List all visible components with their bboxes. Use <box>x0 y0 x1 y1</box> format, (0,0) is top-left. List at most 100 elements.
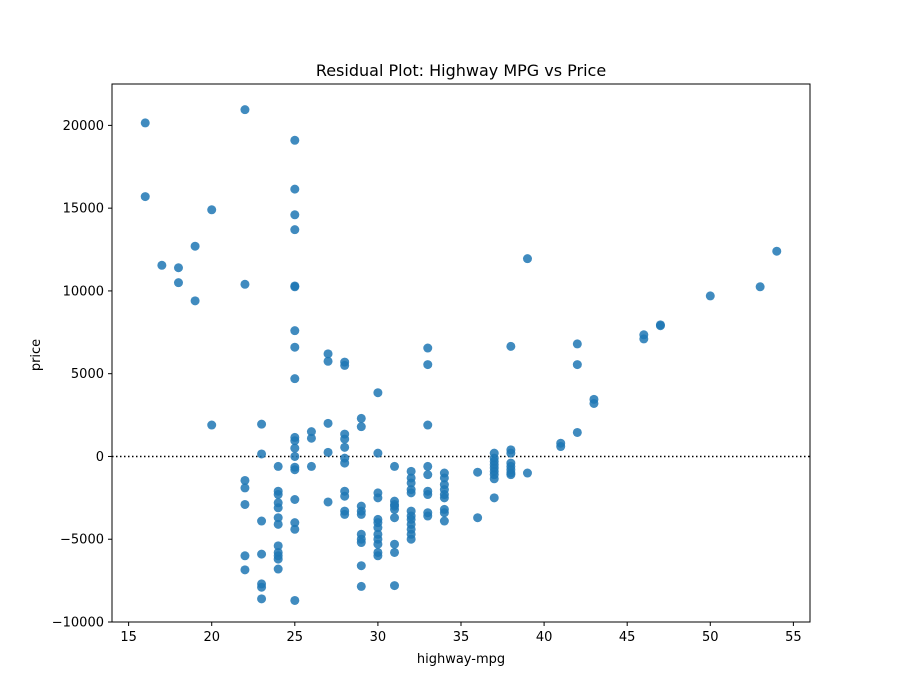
data-point <box>373 523 383 533</box>
x-tick-label: 45 <box>619 630 636 645</box>
data-point <box>173 278 183 288</box>
y-tick-label: −10000 <box>52 616 104 631</box>
data-point <box>240 105 250 115</box>
data-point <box>273 461 283 471</box>
data-point <box>423 360 433 370</box>
y-tick-label: 20000 <box>63 119 104 134</box>
data-point <box>190 241 200 251</box>
data-point <box>273 541 283 551</box>
data-point <box>373 551 383 561</box>
data-point <box>290 225 300 235</box>
data-point <box>273 519 283 529</box>
data-point <box>257 419 267 429</box>
data-point <box>506 470 516 480</box>
data-point <box>273 564 283 574</box>
data-point <box>755 282 765 292</box>
data-point <box>423 461 433 471</box>
data-point <box>390 504 400 514</box>
data-point <box>489 474 499 484</box>
x-tick-label: 55 <box>785 630 802 645</box>
data-point <box>290 326 300 336</box>
data-point <box>306 433 316 443</box>
data-point <box>572 360 582 370</box>
data-point <box>290 465 300 475</box>
data-point <box>273 513 283 523</box>
data-point <box>340 509 350 519</box>
data-point <box>306 427 316 437</box>
data-point <box>340 491 350 501</box>
data-point <box>473 467 483 477</box>
data-point <box>423 511 433 521</box>
data-point <box>772 246 782 256</box>
data-point <box>390 581 400 591</box>
data-point <box>406 534 416 544</box>
data-point <box>273 490 283 500</box>
data-point <box>323 356 333 366</box>
data-point <box>356 509 366 519</box>
data-point <box>340 442 350 452</box>
data-point <box>240 499 250 509</box>
data-point <box>257 582 267 592</box>
data-point <box>356 538 366 548</box>
data-point <box>423 420 433 430</box>
data-point <box>390 539 400 549</box>
x-tick-label: 50 <box>702 630 719 645</box>
data-point <box>290 282 300 292</box>
data-point <box>140 118 150 128</box>
data-point <box>439 473 449 483</box>
plot-area <box>111 83 811 623</box>
data-point <box>290 495 300 504</box>
data-point <box>240 565 250 575</box>
data-point <box>240 551 250 561</box>
data-point <box>290 443 300 453</box>
data-point <box>273 503 283 513</box>
data-point <box>306 461 316 471</box>
x-axis-ticks: 15 20 25 30 35 40 45 50 55 <box>120 622 802 645</box>
data-point <box>290 374 300 384</box>
x-tick-label: 30 <box>370 630 387 645</box>
data-point <box>240 279 250 289</box>
x-tick-label: 25 <box>287 630 304 645</box>
data-point <box>257 516 267 526</box>
data-point <box>290 436 300 446</box>
data-point <box>705 291 715 301</box>
data-point <box>290 518 300 528</box>
data-point <box>340 434 350 444</box>
data-point <box>290 451 300 461</box>
data-point <box>556 442 566 452</box>
y-tick-label: 10000 <box>63 284 104 299</box>
data-point <box>240 475 250 485</box>
data-point <box>639 334 649 344</box>
data-point <box>356 561 366 571</box>
data-point <box>257 549 267 559</box>
y-tick-label: 0 <box>96 450 104 465</box>
data-point <box>506 341 516 351</box>
data-point <box>489 493 499 503</box>
data-point <box>423 343 433 353</box>
x-tick-label: 40 <box>536 630 553 645</box>
y-tick-label: −5000 <box>60 533 104 548</box>
y-axis-ticks: −10000 −5000 0 5000 10000 15000 20000 <box>52 119 112 631</box>
data-point <box>323 418 333 428</box>
data-point <box>257 449 267 459</box>
data-point <box>323 447 333 457</box>
data-point <box>257 594 267 604</box>
x-axis-label: highway-mpg <box>417 652 505 667</box>
data-point <box>390 547 400 557</box>
data-point <box>373 539 383 549</box>
data-point <box>290 595 300 605</box>
y-tick-label: 15000 <box>63 202 104 217</box>
data-point <box>572 339 582 349</box>
data-point <box>356 413 366 423</box>
chart-title: Residual Plot: Highway MPG vs Price <box>316 61 606 80</box>
y-tick-label: 5000 <box>71 367 104 382</box>
y-axis-label: price <box>29 339 44 371</box>
data-point <box>290 342 300 352</box>
data-point <box>406 466 416 476</box>
data-point <box>522 254 532 264</box>
data-point <box>340 360 350 370</box>
data-point <box>439 516 449 526</box>
data-points <box>140 105 782 605</box>
data-point <box>589 398 599 408</box>
